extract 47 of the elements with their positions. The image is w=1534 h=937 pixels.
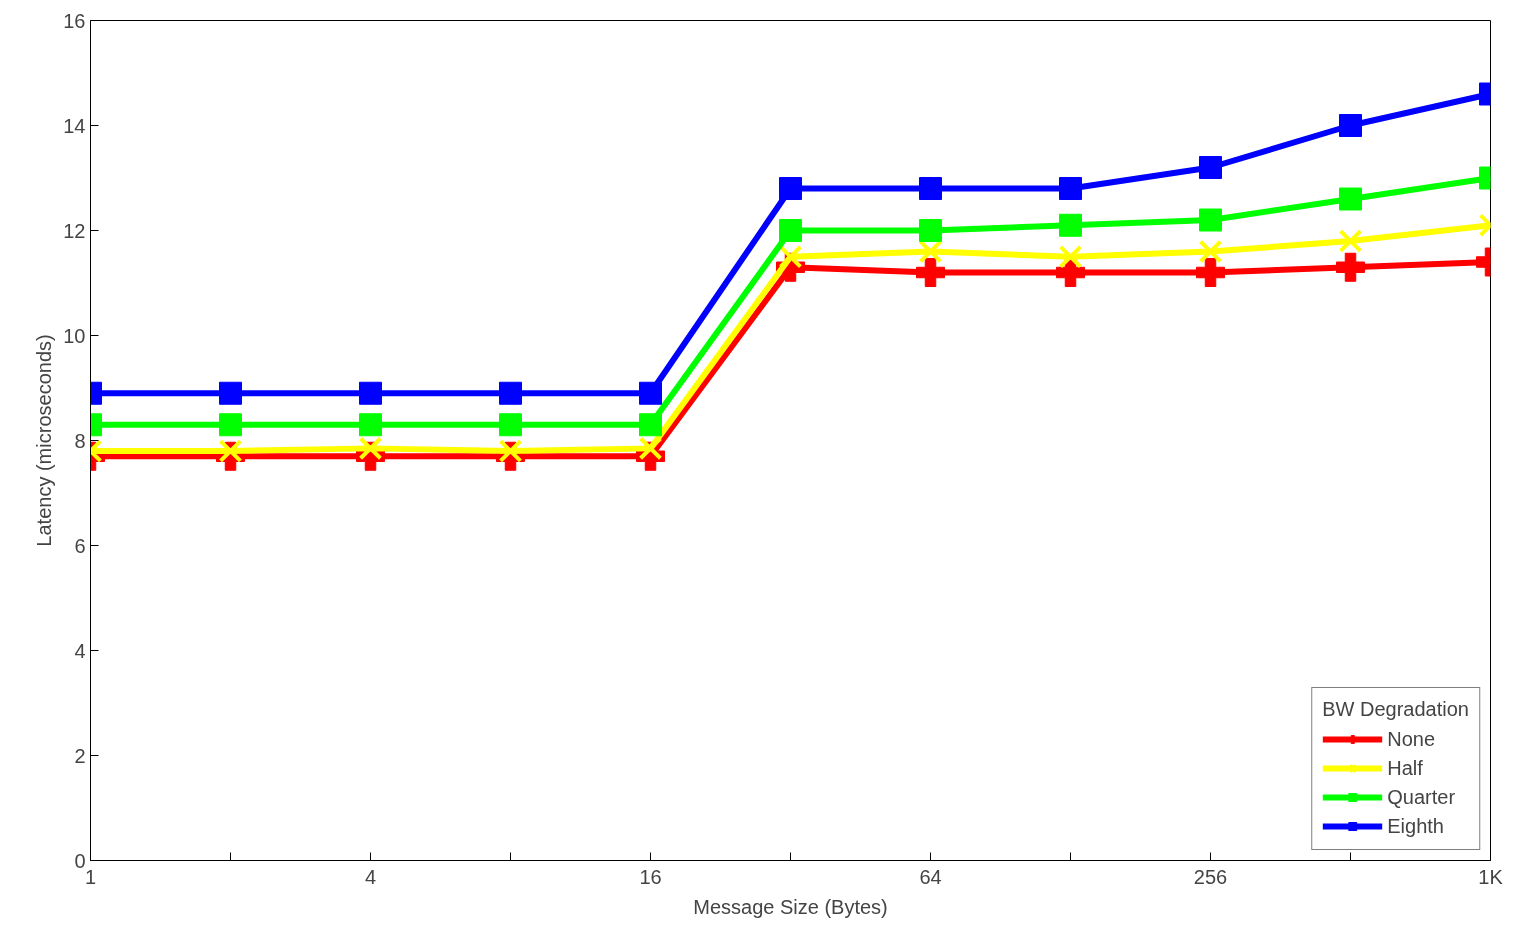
x-tick-label: 1K <box>1478 865 1504 888</box>
y-tick-label: 8 <box>74 429 86 452</box>
legend-title: BW Degradation <box>1322 698 1469 721</box>
point <box>219 381 242 405</box>
y-tick-label: 6 <box>74 534 86 557</box>
y-axis-title: Latency (microseconds) <box>33 334 56 547</box>
point <box>1199 156 1222 179</box>
point <box>1199 208 1222 232</box>
point <box>1059 177 1082 200</box>
point <box>1339 114 1362 137</box>
point <box>1338 229 1363 253</box>
x-axis-title: Message Size (Bytes) <box>693 895 888 918</box>
point <box>916 258 945 287</box>
point <box>499 381 522 405</box>
legend-label: None <box>1387 726 1436 752</box>
point <box>1059 213 1082 237</box>
y-tick-label: 0 <box>74 849 86 872</box>
point <box>499 413 522 437</box>
point <box>779 177 802 200</box>
point <box>219 413 242 437</box>
point <box>919 177 942 200</box>
legend-label: Eighth <box>1387 813 1444 839</box>
point <box>1198 239 1223 264</box>
point <box>639 413 662 437</box>
legend-label: Half <box>1387 755 1423 781</box>
x-tick-label: 16 <box>639 865 662 888</box>
y-tick-label: 12 <box>63 219 86 242</box>
point <box>1339 187 1362 211</box>
x-tick-label: 256 <box>1193 865 1228 888</box>
point <box>919 219 942 242</box>
legend-label: Quarter <box>1387 784 1456 810</box>
x-tick-label: 1 <box>84 865 97 888</box>
point <box>1058 244 1083 269</box>
x-tick-label: 64 <box>919 865 942 888</box>
point <box>1196 258 1225 287</box>
point <box>918 239 943 264</box>
y-tick-label: 4 <box>74 639 86 662</box>
y-tick-label: 10 <box>63 324 86 347</box>
point <box>639 381 662 405</box>
point <box>359 381 382 405</box>
x-tick-label: 4 <box>364 865 377 888</box>
point <box>779 219 802 242</box>
y-tick-label: 16 <box>63 9 86 32</box>
y-tick-label: 2 <box>74 744 86 767</box>
point <box>359 413 382 437</box>
y-tick-label: 14 <box>63 114 86 137</box>
point <box>1336 252 1365 282</box>
